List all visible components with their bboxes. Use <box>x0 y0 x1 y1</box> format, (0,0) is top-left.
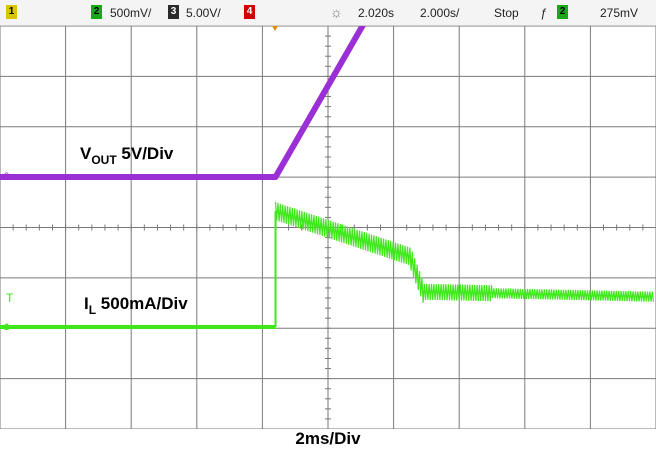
trace-labels: VOUT 5V/Div IL 500mA/Div <box>80 144 188 317</box>
graticule <box>0 26 656 429</box>
trigger-value: 275mV <box>600 6 639 20</box>
channel-2-indicator[interactable]: 2 <box>91 5 102 19</box>
vout-trace-label: VOUT 5V/Div <box>80 144 174 167</box>
il-trace-label: IL 500mA/Div <box>84 294 188 317</box>
timebase-scale: 2.000s/ <box>420 6 460 20</box>
trigger-position-marker[interactable] <box>272 26 278 31</box>
channel-4-indicator[interactable]: 4 <box>244 5 255 19</box>
vout-label-sub: OUT <box>91 153 117 167</box>
run-state[interactable]: Stop <box>494 6 519 20</box>
sun-icon: ☼ <box>330 4 343 20</box>
channel-2-scale: 500mV/ <box>110 6 152 20</box>
trigger-edge-icon: ƒ <box>540 6 547 20</box>
channel-3-indicator[interactable]: 3 <box>168 5 179 19</box>
timebase-delay: 2.020s <box>358 6 395 20</box>
il-label-main: I <box>84 294 89 313</box>
il-trace-ripple <box>274 202 655 303</box>
trigger-channel: 2 <box>557 5 568 19</box>
vout-trace <box>0 26 366 180</box>
x-axis-label: 2ms/Div <box>295 429 361 448</box>
il-label-rest: 500mA/Div <box>96 294 188 313</box>
vout-label-rest: 5V/Div <box>117 144 174 163</box>
channel-1-indicator[interactable]: 1 <box>6 5 17 19</box>
status-bar: 1 2 500mV/ 3 5.00V/ 4 ☼ 2.020s 2.000s/ S… <box>0 0 656 26</box>
channel-3-scale: 5.00V/ <box>186 6 221 20</box>
trigger-level-marker[interactable]: T <box>6 291 14 305</box>
scope-screen: 3 2 T VOUT 5V/Div IL 500mA/Div <box>0 26 656 429</box>
vout-label-main: V <box>80 144 92 163</box>
traces <box>0 26 655 329</box>
il-label-sub: L <box>89 303 96 317</box>
